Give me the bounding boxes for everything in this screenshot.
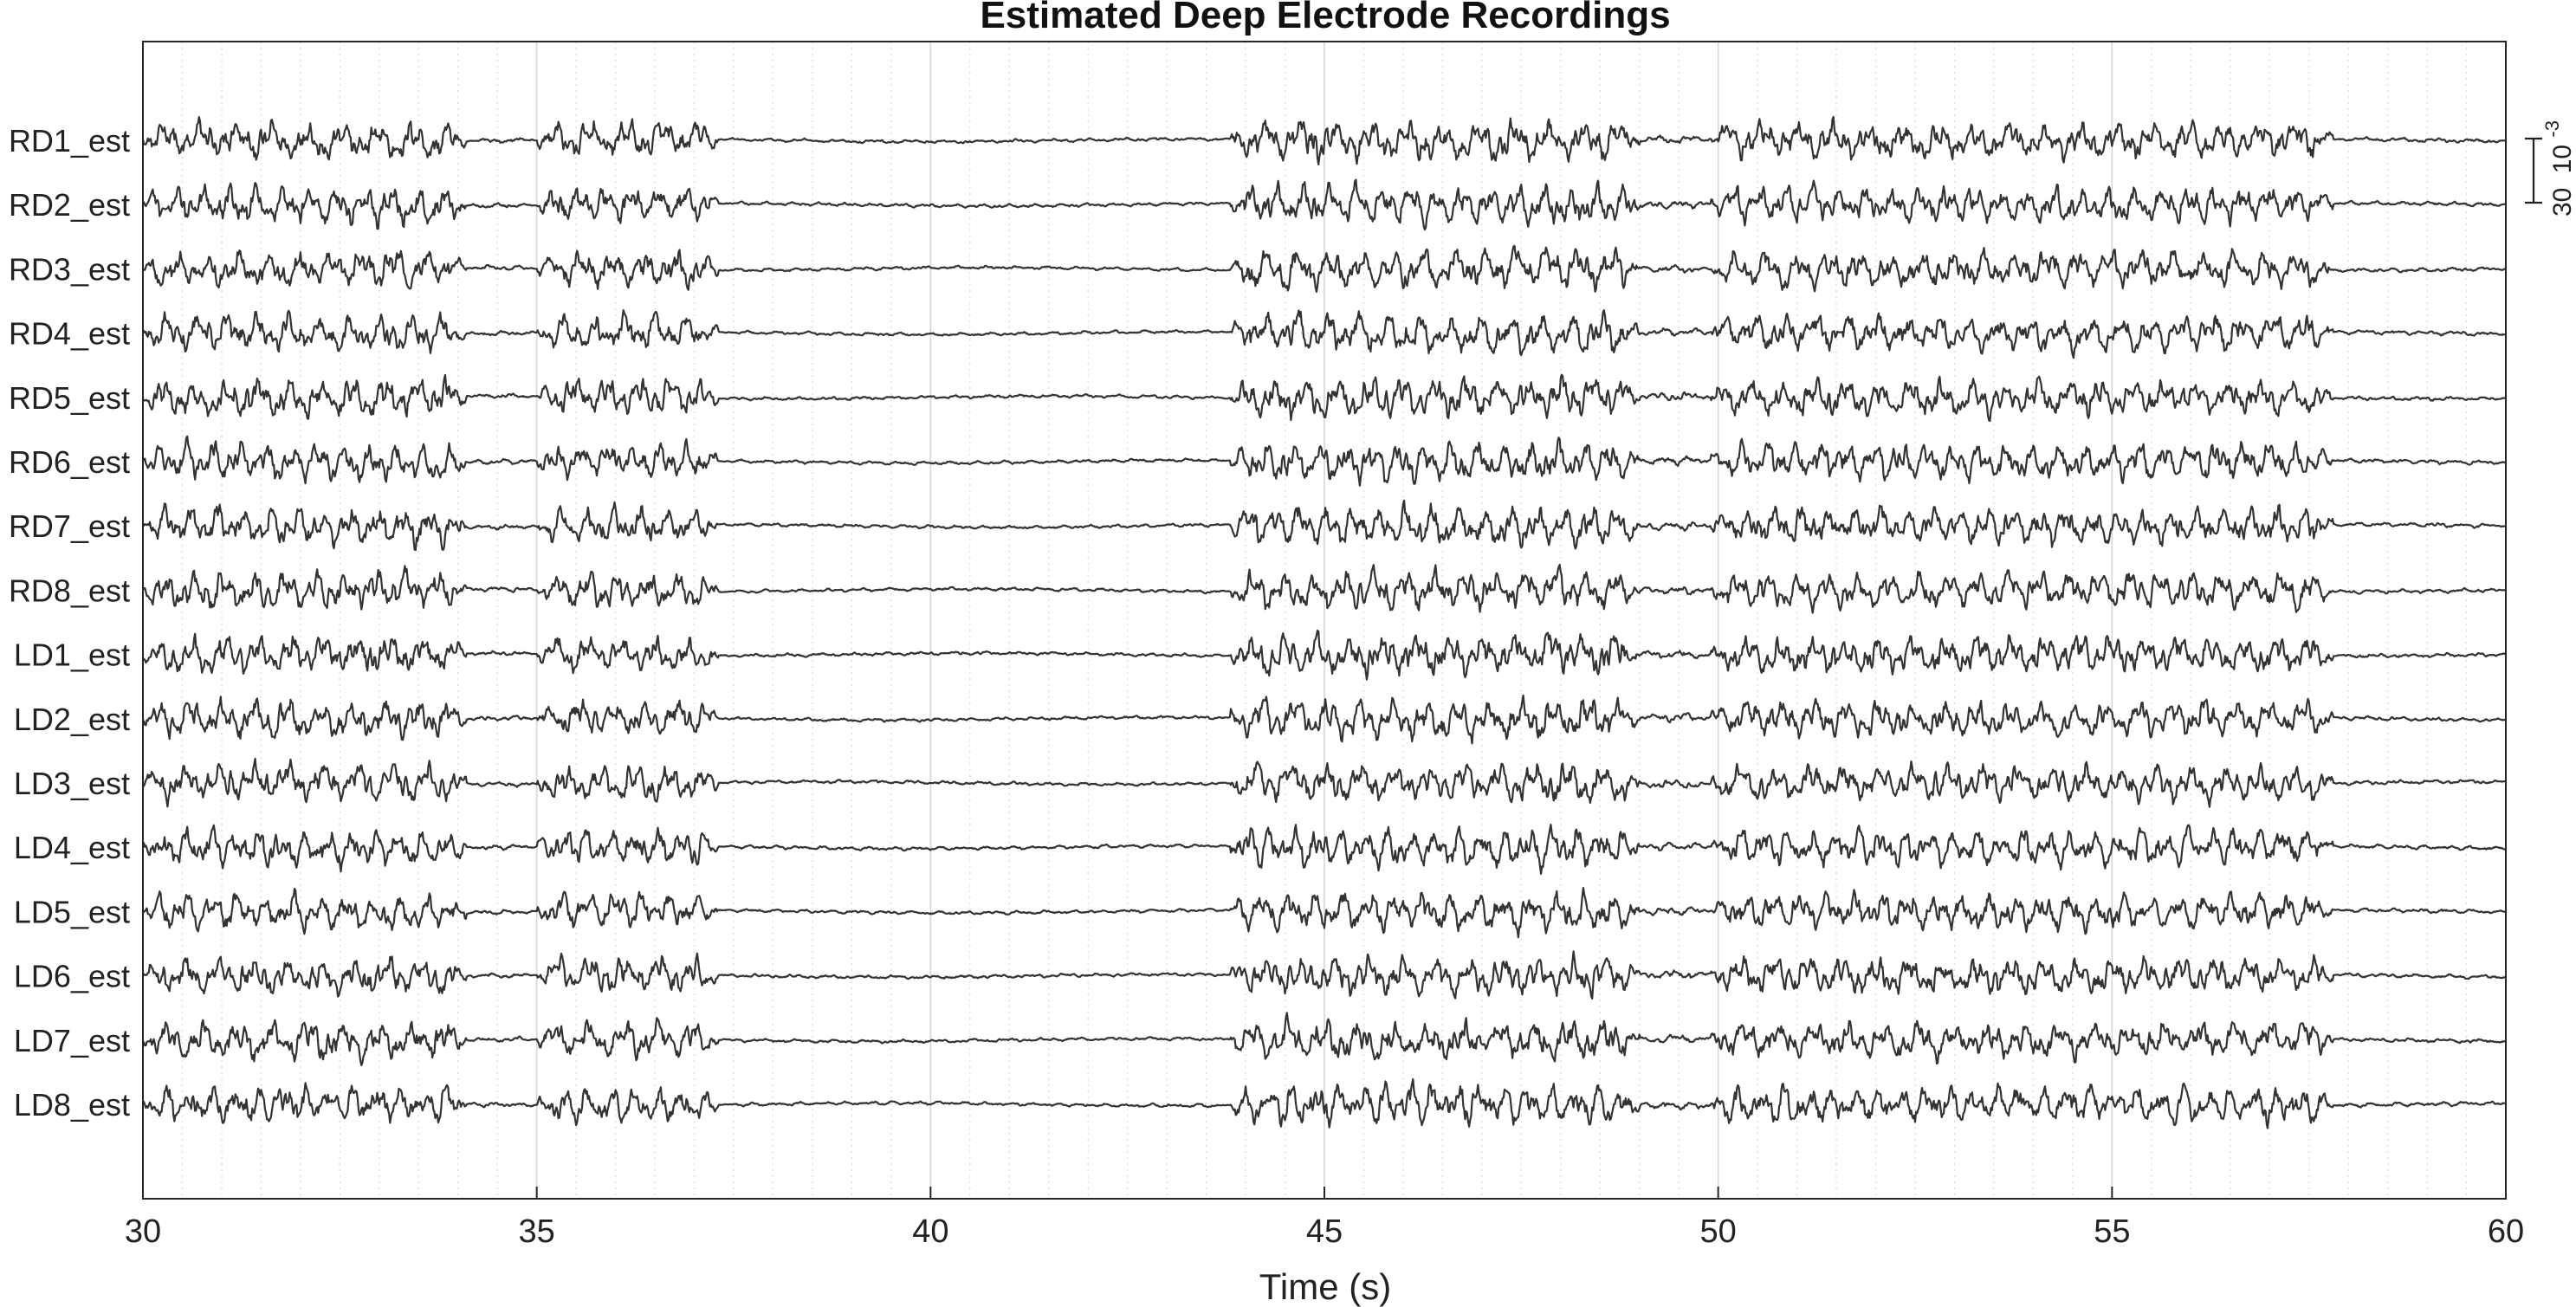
channel-label-rd7_est: RD7_est (9, 508, 130, 544)
x-tick-label: 60 (2488, 1213, 2524, 1250)
channel-label-rd5_est: RD5_est (9, 380, 130, 416)
channel-label-rd3_est: RD3_est (9, 251, 130, 287)
trace-rd5_est (142, 373, 2507, 422)
trace-rd1_est (141, 115, 2507, 165)
x-tick-label: 30 (125, 1213, 161, 1250)
trace-rd6_est (142, 435, 2507, 487)
amplitude-scale-bar: 30 10 -3 (2525, 120, 2576, 217)
trace-ld5_est (142, 886, 2507, 939)
trace-ld2_est (142, 694, 2507, 745)
x-axis-label: Time (s) (1259, 1266, 1391, 1307)
channel-label-rd2_est: RD2_est (9, 187, 130, 223)
x-tick-label: 50 (1700, 1213, 1737, 1250)
channel-label-rd1_est: RD1_est (9, 123, 130, 159)
channel-label-ld2_est: LD2_est (14, 702, 130, 737)
channel-label-ld6_est: LD6_est (14, 959, 130, 994)
trace-rd7_est (141, 499, 2506, 551)
trace-ld4_est (142, 824, 2507, 875)
grid-lines (142, 42, 2507, 1199)
channel-traces (141, 115, 2507, 1129)
trace-rd2_est (142, 178, 2507, 231)
channel-label-rd6_est: RD6_est (9, 444, 130, 480)
trace-ld6_est (142, 950, 2507, 1000)
x-axis-ticks: 30 35 40 45 50 55 60 (125, 1187, 2524, 1250)
trace-ld7_est (142, 1012, 2507, 1066)
x-tick-label: 35 (519, 1213, 555, 1250)
channel-label-ld8_est: LD8_est (14, 1087, 130, 1123)
channel-label-ld7_est: LD7_est (14, 1023, 130, 1058)
channel-label-ld5_est: LD5_est (14, 894, 130, 929)
channel-label-ld3_est: LD3_est (14, 766, 130, 801)
x-tick-label: 40 (912, 1213, 948, 1250)
chart-title: Estimated Deep Electrode Recordings (980, 0, 1670, 36)
x-tick-label: 55 (2094, 1213, 2130, 1250)
scale-bar-base: 10 (2548, 145, 2576, 173)
channel-label-ld1_est: LD1_est (14, 637, 130, 673)
scale-bar-value: 30 (2548, 188, 2576, 217)
trace-rd4_est (142, 309, 2507, 359)
trace-ld3_est (142, 757, 2507, 808)
x-tick-label: 45 (1306, 1213, 1343, 1250)
channel-labels: RD1_est RD2_est RD3_est RD4_est RD5_est RD6_e… (9, 123, 130, 1123)
channel-label-rd8_est: RD8_est (9, 573, 130, 608)
plot-frame (142, 41, 2507, 1200)
scale-bar-exponent: -3 (2541, 120, 2563, 138)
trace-rd3_est (142, 244, 2507, 293)
trace-ld1_est (141, 629, 2507, 681)
channel-label-ld4_est: LD4_est (14, 830, 130, 865)
scale-bar-label: 30 10 -3 (2541, 120, 2576, 217)
trace-ld8_est (142, 1077, 2507, 1129)
channel-label-rd4_est: RD4_est (9, 316, 130, 352)
trace-rd8_est (142, 564, 2507, 614)
